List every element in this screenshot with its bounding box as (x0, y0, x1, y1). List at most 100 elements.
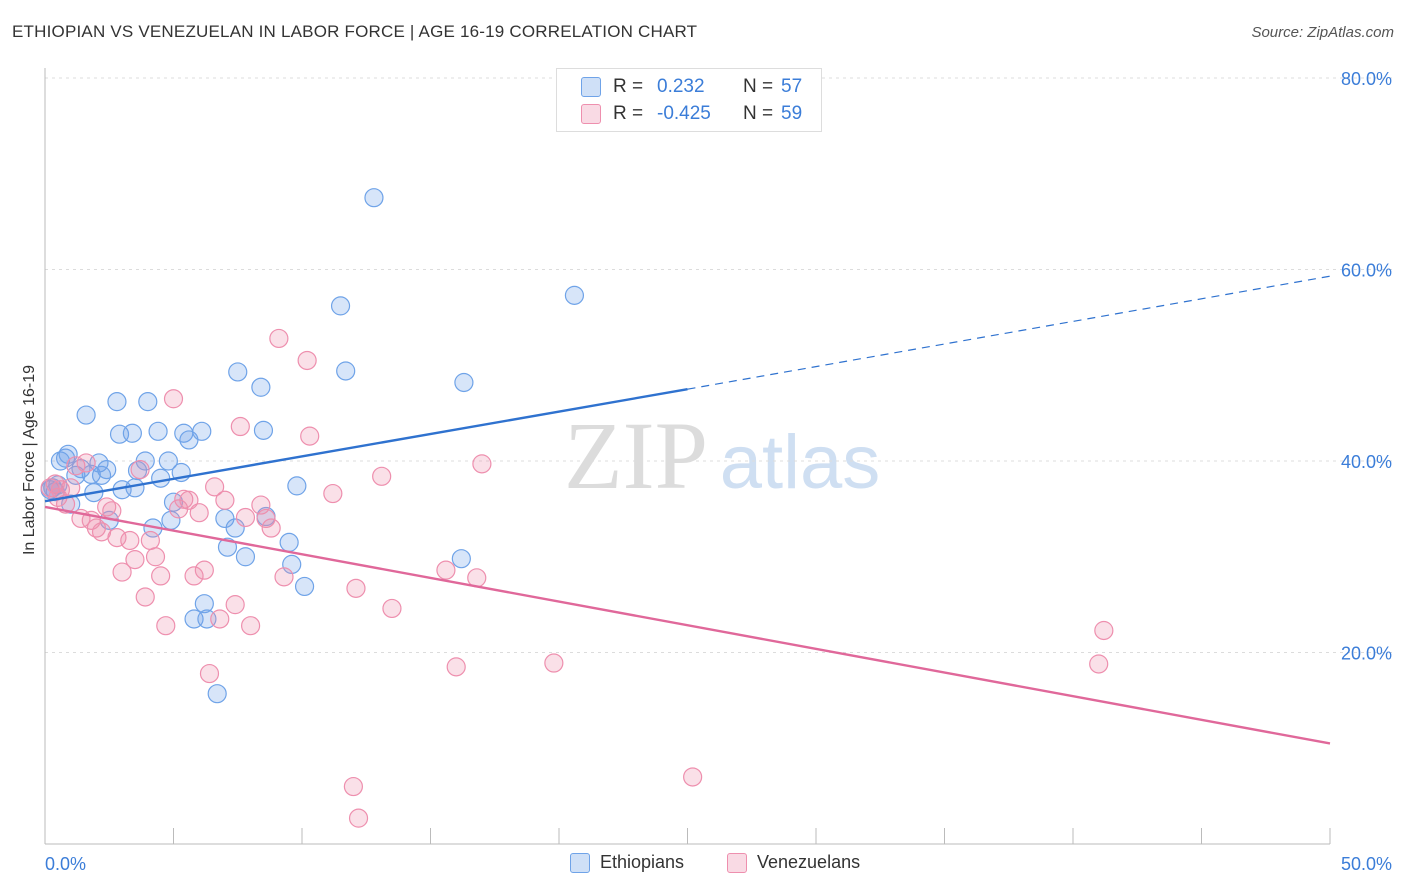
venezuelan-point (348, 808, 369, 828)
ethiopian-point (91, 465, 112, 485)
legend-item-venezuelans[interactable]: Venezuelans (727, 852, 860, 873)
ethiopians-trend-extension (687, 275, 1331, 390)
venezuelan-point (230, 416, 250, 437)
legend-row-ethiopians: R = 0.232 N = 57 (581, 76, 802, 98)
ethiopian-point (158, 451, 178, 471)
ethiopian-point (138, 392, 158, 412)
chart-title: ETHIOPIAN VS VENEZUELAN IN LABOR FORCE |… (12, 22, 698, 41)
venezuelans-points (40, 328, 1114, 828)
legend-label-ethiopians: Ethiopians (600, 852, 685, 872)
venezuelan-point (76, 453, 96, 473)
y-tick-label: 40.0% (1341, 452, 1392, 472)
legend-label-venezuelans: Venezuelans (757, 852, 861, 872)
trend-lines (44, 275, 1331, 745)
ethiopian-point (50, 451, 71, 471)
axes (44, 68, 1331, 845)
venezuelan-point (225, 595, 245, 615)
venezuelan-point (261, 518, 281, 538)
venezuelan-point (163, 389, 184, 409)
y-axis-label: In Labor Force | Age 16-19 (21, 364, 38, 556)
venezuelans-trend-line (44, 505, 1331, 745)
ethiopian-point (287, 476, 307, 496)
x-tick-labels: 0.0% 50.0% (45, 854, 1392, 874)
ethiopians-trend-line (44, 388, 688, 503)
venezuelan-point (125, 550, 145, 570)
ethiopian-point (294, 576, 315, 597)
y-tick-labels: 20.0% 40.0% 60.0% 80.0% (1341, 69, 1392, 664)
venezuelan-point (1094, 620, 1114, 641)
ethiopian-point (225, 518, 245, 538)
legend-r-value: -0.425 (657, 103, 711, 124)
ethiopian-point (251, 377, 271, 397)
venezuelan-point (184, 566, 204, 586)
ethiopian-point (228, 362, 248, 382)
y-tick-label: 20.0% (1341, 644, 1392, 664)
correlation-legend: R = 0.232 N = 57 R = -0.425 N = 59 (556, 68, 822, 132)
venezuelan-point (323, 483, 343, 504)
venezuelan-point (215, 490, 235, 510)
venezuelan-point (382, 598, 402, 619)
venezuelan-point (140, 530, 160, 551)
ethiopian-point (235, 547, 256, 567)
venezuelan-point (446, 657, 466, 677)
venezuelan-point (210, 609, 230, 629)
venezuelan-point (179, 490, 199, 510)
venezuelan-point (112, 562, 132, 582)
venezuelan-point (130, 460, 150, 480)
ethiopian-point (148, 421, 168, 441)
venezuelan-point (269, 328, 289, 349)
source-label: Source: ZipAtlas.com (1251, 24, 1394, 41)
venezuelan-point (683, 767, 703, 787)
venezuelan-point (199, 663, 220, 684)
venezuelan-point (61, 478, 81, 498)
ethiopian-point (253, 420, 274, 440)
venezuelan-point (256, 508, 276, 529)
ethiopian-point (71, 459, 91, 479)
legend-item-ethiopians[interactable]: Ethiopians (570, 852, 684, 873)
venezuelan-point (436, 560, 456, 580)
venezuelan-point (544, 653, 564, 673)
venezuelan-point (194, 560, 214, 580)
ethiopian-point (451, 549, 471, 569)
venezuelan-point (235, 507, 256, 528)
ethiopian-point (207, 684, 227, 704)
legend-row-venezuelans: R = -0.425 N = 59 (581, 103, 802, 125)
venezuelan-point (300, 426, 320, 446)
venezuelan-point (274, 567, 294, 587)
venezuelan-point (120, 530, 140, 551)
venezuelan-point (189, 503, 209, 523)
venezuelan-point (372, 466, 392, 486)
ethiopian-point (192, 421, 212, 441)
ethiopian-point (364, 188, 384, 208)
ethiopian-point (336, 361, 356, 381)
ethiopian-point (194, 594, 214, 614)
y-tick-label: 80.0% (1341, 69, 1392, 89)
venezuelan-point (346, 578, 366, 598)
venezuelan-point (343, 776, 363, 797)
venezuelan-point (297, 350, 317, 371)
venezuelan-point (86, 518, 107, 538)
ethiopians-swatch (581, 77, 601, 97)
watermark: ZIP atlas (564, 402, 880, 509)
ethiopian-point (454, 372, 474, 393)
venezuelan-point (1089, 654, 1109, 674)
ethiopian-point (76, 405, 96, 425)
legend-r-label: R = (613, 103, 644, 124)
ethiopian-point (107, 392, 127, 412)
ethiopian-point (564, 285, 585, 305)
ethiopian-point (122, 423, 142, 443)
ethiopian-point (279, 532, 299, 552)
legend-n-value: 57 (781, 76, 803, 97)
x-tick-label: 50.0% (1341, 854, 1392, 874)
ethiopian-point (217, 537, 238, 557)
grid-lines (45, 77, 1392, 653)
ethiopians-points (40, 188, 585, 704)
ethiopians-legend-swatch (570, 852, 590, 873)
ethiopian-point (97, 460, 117, 480)
x-tick-label: 0.0% (45, 854, 86, 874)
legend-r-value: 0.232 (657, 76, 705, 97)
venezuelan-point (135, 587, 155, 607)
ethiopian-point (58, 444, 78, 464)
legend-n-label: N = (743, 103, 774, 124)
watermark-atlas: atlas (720, 420, 881, 505)
